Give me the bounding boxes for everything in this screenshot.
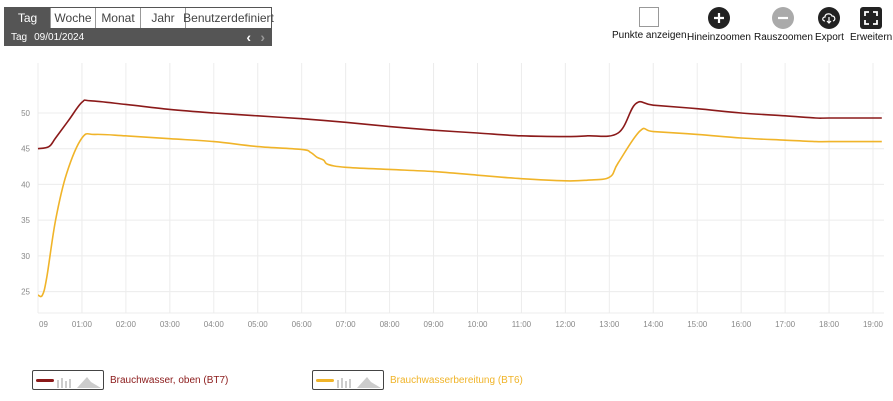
chevron-right-icon[interactable]: ›	[260, 29, 265, 45]
tab-month[interactable]: Monat	[96, 8, 141, 28]
legend-swatch-bt7[interactable]	[32, 370, 104, 390]
x-tick-label: 06:00	[292, 320, 313, 329]
tab-custom[interactable]: Benutzerdefiniert	[183, 8, 274, 28]
legend-line-bt7	[36, 379, 54, 382]
chevron-left-icon[interactable]: ‹	[246, 29, 251, 45]
tab-week[interactable]: Woche	[51, 8, 96, 28]
expand-button[interactable]: Erweitern	[850, 7, 892, 43]
y-tick-label: 25	[21, 288, 30, 297]
x-axis-ticks: 09 01:00 02:00 03:00 04:00 05:00 06:00 07:00 08:…	[39, 320, 884, 329]
y-tick-label: 50	[21, 109, 30, 118]
x-tick-label: 05:00	[248, 320, 269, 329]
show-points-label: Punkte anzeigen	[612, 30, 687, 41]
date-row: Tag 09/01/2024 ‹ ›	[5, 28, 271, 46]
legend-item-bt7[interactable]: Brauchwasser, oben (BT7)	[32, 370, 228, 390]
x-tick-label: 10:00	[467, 320, 488, 329]
zoom-in-label: Hineinzoomen	[687, 32, 751, 43]
export-button[interactable]: Export	[815, 7, 844, 43]
y-tick-label: 45	[21, 145, 30, 154]
x-tick-label: 07:00	[336, 320, 357, 329]
show-points-toggle[interactable]: Punkte anzeigen	[612, 7, 687, 41]
x-tick-label: 12:00	[555, 320, 576, 329]
x-tick-label: 11:00	[512, 320, 532, 329]
x-tick-label: 09:00	[424, 320, 445, 329]
tab-year[interactable]: Jahr	[141, 8, 186, 28]
y-axis-ticks: 25 30 35 40 45 50	[21, 109, 30, 297]
y-tick-label: 30	[21, 252, 30, 261]
legend-line-bt6	[316, 379, 334, 382]
chart-series	[37, 99, 882, 298]
x-tick-label: 15:00	[687, 320, 708, 329]
period-selector: Tag Woche Monat Jahr Benutzerdefiniert T…	[4, 7, 274, 46]
x-tick-label: 19:00	[863, 320, 884, 329]
x-tick-label: 09	[39, 320, 48, 329]
zoom-out-label: Rauszoomen	[754, 32, 813, 43]
plus-circle-icon	[707, 7, 730, 29]
date-value: 09/01/2024	[34, 31, 85, 43]
zoom-in-button[interactable]: Hineinzoomen	[687, 7, 751, 43]
tab-day[interactable]: Tag	[5, 8, 51, 28]
series-line-bt6	[37, 127, 882, 298]
fullscreen-icon	[860, 7, 883, 29]
legend-item-bt6[interactable]: Brauchwasserbereitung (BT6)	[312, 370, 523, 390]
y-tick-label: 35	[21, 216, 30, 225]
minus-circle-icon	[772, 7, 795, 29]
legend-label-bt7: Brauchwasser, oben (BT7)	[110, 374, 229, 386]
x-tick-label: 02:00	[116, 320, 137, 329]
line-chart: 25 30 35 40 45 50 09 01:00 02:00 03:00 04:00 05:00…	[21, 63, 884, 329]
export-label: Export	[815, 32, 844, 43]
checkbox-icon[interactable]	[639, 7, 660, 27]
y-tick-label: 40	[21, 180, 30, 189]
x-tick-label: 04:00	[204, 320, 225, 329]
x-tick-label: 13:00	[599, 320, 620, 329]
mini-chart-icon	[57, 377, 101, 388]
x-tick-label: 16:00	[731, 320, 752, 329]
expand-label: Erweitern	[850, 32, 893, 43]
legend-swatch-bt6[interactable]	[312, 370, 384, 390]
cloud-download-icon	[818, 7, 841, 29]
x-tick-label: 03:00	[160, 320, 181, 329]
legend-label-bt6: Brauchwasserbereitung (BT6)	[390, 374, 523, 386]
series-line-bt7	[37, 99, 882, 150]
x-tick-label: 18:00	[819, 320, 840, 329]
date-label: Tag	[11, 31, 28, 43]
mini-chart-icon	[337, 377, 381, 388]
x-tick-label: 14:00	[643, 320, 664, 329]
x-tick-label: 08:00	[380, 320, 401, 329]
x-tick-label: 01:00	[72, 320, 93, 329]
x-tick-label: 17:00	[775, 320, 796, 329]
chart-grid	[37, 63, 884, 314]
period-tabs: Tag Woche Monat Jahr Benutzerdefiniert	[5, 8, 274, 28]
zoom-out-button[interactable]: Rauszoomen	[754, 7, 813, 43]
